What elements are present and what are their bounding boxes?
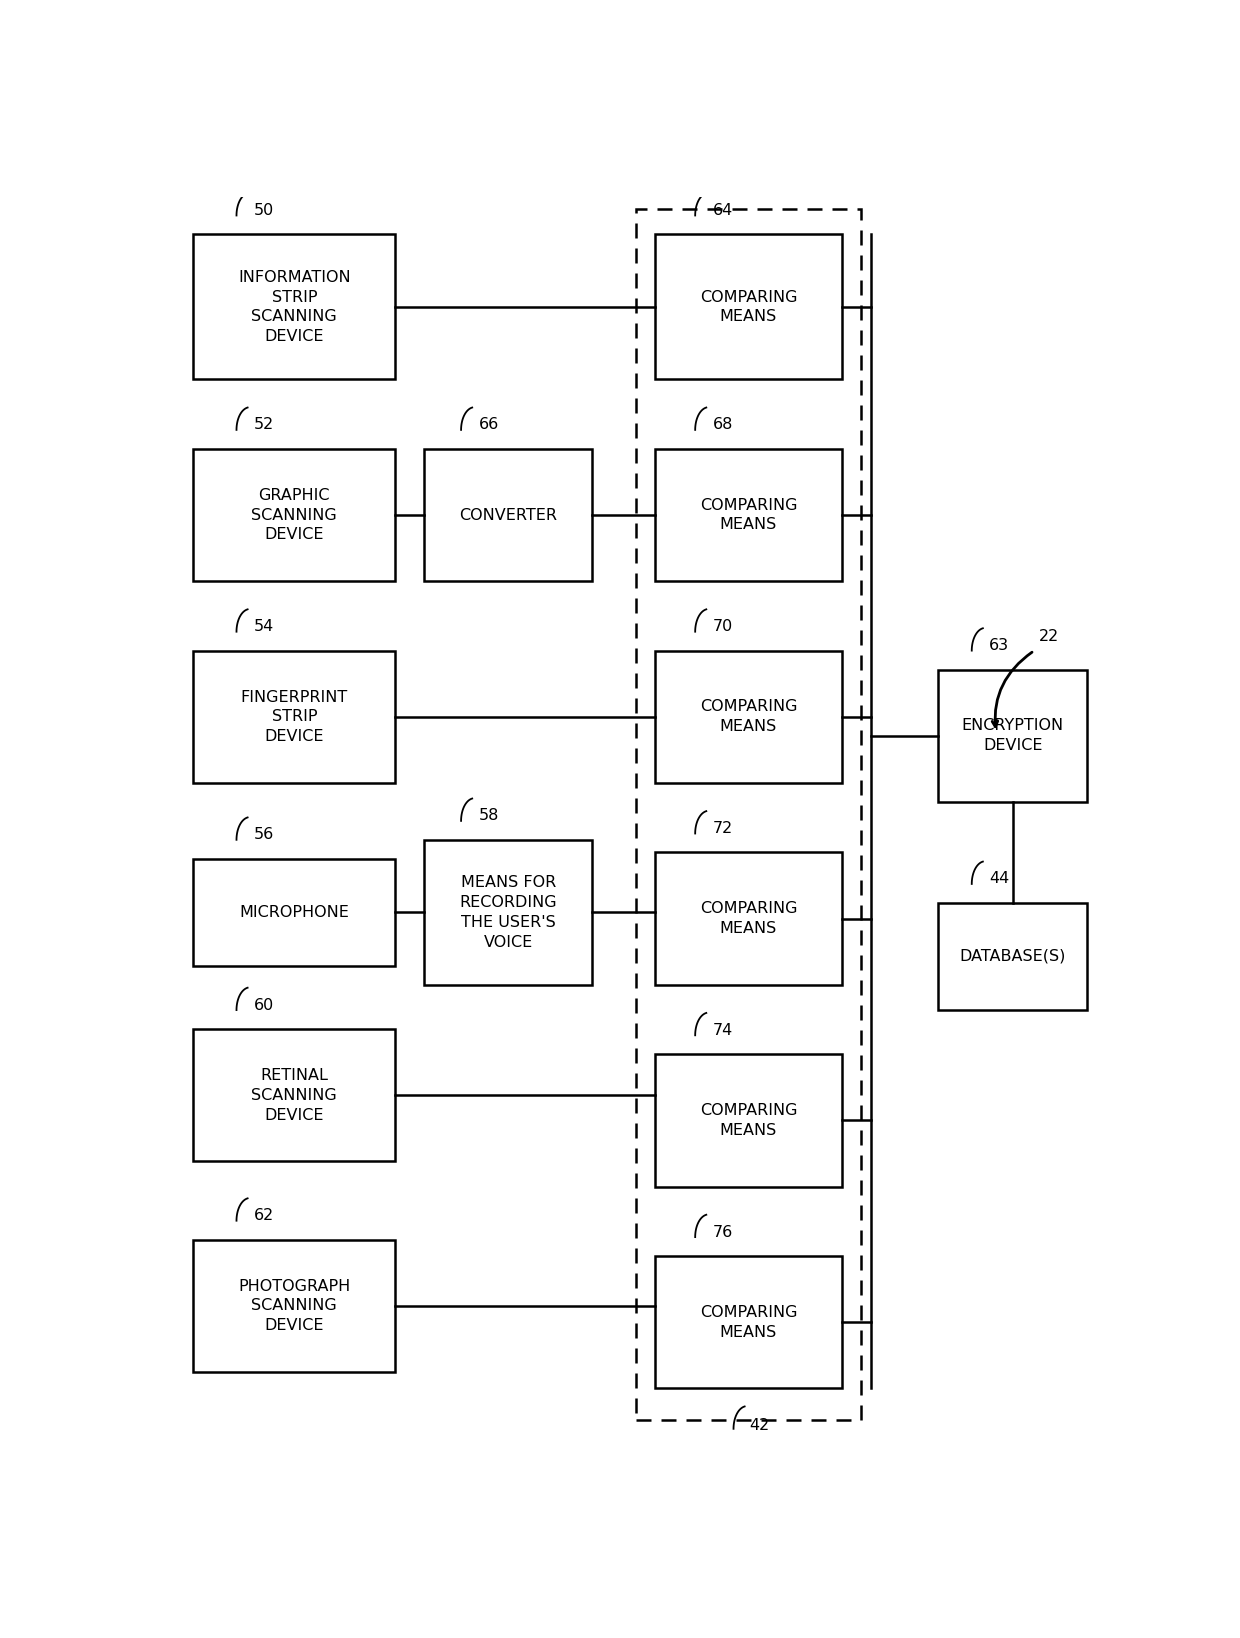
Bar: [655, 234, 842, 380]
Text: 66: 66: [479, 418, 498, 432]
Text: 70: 70: [713, 619, 733, 634]
Text: 62: 62: [254, 1209, 274, 1224]
Text: DATABASE(S): DATABASE(S): [960, 948, 1066, 965]
Text: ENCRYPTION
DEVICE: ENCRYPTION DEVICE: [962, 719, 1064, 753]
Text: 22: 22: [1039, 629, 1059, 644]
Bar: [193, 234, 396, 380]
Bar: [655, 1055, 842, 1186]
Bar: [939, 903, 1087, 1011]
Text: MEANS FOR
RECORDING
THE USER'S
VOICE: MEANS FOR RECORDING THE USER'S VOICE: [459, 875, 557, 950]
Text: 44: 44: [990, 871, 1009, 886]
Text: COMPARING
MEANS: COMPARING MEANS: [699, 1305, 797, 1340]
Bar: [655, 1256, 842, 1389]
Text: PHOTOGRAPH
SCANNING
DEVICE: PHOTOGRAPH SCANNING DEVICE: [238, 1279, 351, 1333]
Text: 68: 68: [713, 418, 733, 432]
Text: 50: 50: [254, 203, 274, 218]
Text: 72: 72: [713, 821, 733, 835]
Text: CONVERTER: CONVERTER: [459, 508, 557, 523]
Text: COMPARING
MEANS: COMPARING MEANS: [699, 699, 797, 734]
Text: 52: 52: [254, 418, 274, 432]
Bar: [655, 852, 842, 984]
Text: 54: 54: [254, 619, 274, 634]
Text: GRAPHIC
SCANNING
DEVICE: GRAPHIC SCANNING DEVICE: [252, 488, 337, 542]
Text: MICROPHONE: MICROPHONE: [239, 904, 350, 921]
Bar: [655, 650, 842, 783]
Text: 74: 74: [713, 1022, 733, 1038]
Bar: [193, 1029, 396, 1161]
Bar: [193, 1240, 396, 1373]
Text: 58: 58: [479, 809, 498, 824]
Text: RETINAL
SCANNING
DEVICE: RETINAL SCANNING DEVICE: [252, 1068, 337, 1122]
Bar: [939, 670, 1087, 803]
Text: 42: 42: [749, 1417, 769, 1433]
Text: 64: 64: [713, 203, 733, 218]
Text: 60: 60: [254, 998, 274, 1012]
Text: FINGERPRINT
STRIP
DEVICE: FINGERPRINT STRIP DEVICE: [241, 690, 348, 744]
Bar: [193, 449, 396, 581]
Text: INFORMATION
STRIP
SCANNING
DEVICE: INFORMATION STRIP SCANNING DEVICE: [238, 270, 351, 344]
Text: COMPARING
MEANS: COMPARING MEANS: [699, 290, 797, 324]
Text: 56: 56: [254, 827, 274, 842]
Text: COMPARING
MEANS: COMPARING MEANS: [699, 498, 797, 532]
Text: COMPARING
MEANS: COMPARING MEANS: [699, 1102, 797, 1138]
Bar: [424, 449, 593, 581]
Text: 76: 76: [713, 1225, 733, 1240]
Bar: [635, 210, 862, 1420]
Text: COMPARING
MEANS: COMPARING MEANS: [699, 901, 797, 935]
Text: 63: 63: [990, 639, 1009, 654]
Bar: [193, 858, 396, 966]
Bar: [424, 840, 593, 984]
Bar: [655, 449, 842, 581]
Bar: [193, 650, 396, 783]
